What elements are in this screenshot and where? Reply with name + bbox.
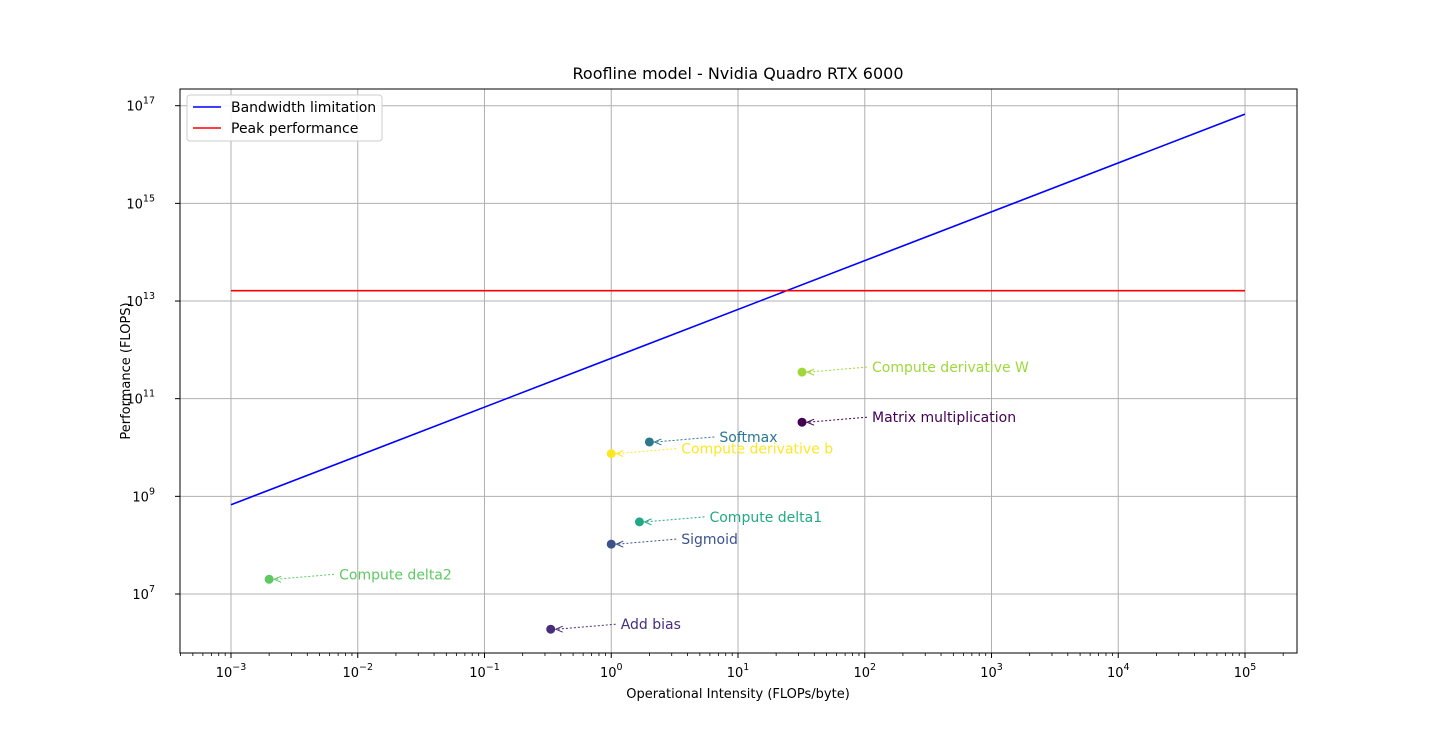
y-tick-label: 1013 — [126, 291, 155, 310]
annotation-arrowhead — [643, 518, 652, 526]
y-tick-label: 1017 — [126, 96, 155, 115]
annotation-arrowhead — [272, 575, 282, 583]
annotation-arrow — [617, 448, 677, 455]
point-label: Compute derivative W — [872, 360, 1029, 376]
data-point — [264, 574, 274, 584]
data-point — [606, 449, 616, 459]
annotation-arrowhead — [653, 438, 662, 446]
point-label: Matrix multiplication — [872, 410, 1016, 426]
legend-label: Peak performance — [231, 121, 358, 137]
data-point — [634, 517, 644, 527]
y-tick-label: 109 — [132, 486, 155, 505]
data-point — [797, 367, 807, 377]
x-tick-label: 103 — [980, 662, 1003, 681]
x-tick-label: 10−1 — [469, 662, 500, 681]
annotation-arrowhead — [614, 540, 624, 548]
annotation-arrowhead — [805, 418, 815, 426]
annotation-arrowhead — [554, 625, 563, 633]
legend-box — [186, 94, 383, 142]
x-tick-label: 10−3 — [216, 662, 247, 681]
x-tick-label: 100 — [600, 662, 623, 681]
legend: Bandwidth limitation Peak performance — [186, 94, 383, 142]
data-point — [644, 437, 654, 447]
annotation-arrow — [617, 538, 677, 545]
y-axis-ticks: 107 109 1011 1013 1015 1017 — [126, 96, 180, 603]
annotation-arrow — [807, 366, 868, 373]
y-tick-label: 1011 — [126, 389, 155, 408]
y-axis-label: Performance (FLOPS) — [119, 302, 134, 439]
x-tick-label: 10−2 — [342, 662, 373, 681]
data-point — [546, 624, 556, 634]
annotation-arrow — [807, 416, 868, 423]
point-label: Compute delta2 — [339, 567, 452, 583]
y-tick-label: 1015 — [126, 193, 155, 212]
annotation-arrowhead — [614, 450, 624, 458]
chart-title: Roofline model - Nvidia Quadro RTX 6000 — [573, 64, 904, 83]
points-layer: Compute derivative W Matrix multiplicatio… — [264, 360, 1029, 634]
point-label: Softmax — [719, 430, 777, 446]
annotation-arrowhead — [805, 368, 815, 376]
annotation-arrow — [275, 573, 335, 580]
data-point — [797, 417, 807, 427]
data-point — [606, 539, 616, 549]
x-tick-label: 102 — [853, 662, 876, 681]
annotation-arrow — [645, 516, 705, 523]
series-line — [230, 113, 1246, 506]
x-tick-label: 101 — [727, 662, 750, 681]
y-tick-label: 107 — [132, 584, 155, 603]
x-tick-label: 104 — [1107, 662, 1130, 681]
x-tick-label: 105 — [1234, 662, 1257, 681]
x-axis-label: Operational Intensity (FLOPs/byte) — [626, 687, 850, 702]
grid-lines — [180, 89, 1297, 653]
point-label: Add bias — [621, 617, 681, 633]
series-layer — [230, 113, 1246, 506]
legend-label: Bandwidth limitation — [231, 100, 376, 116]
point-label: Compute delta1 — [709, 510, 822, 526]
point-label: Compute derivative b — [681, 442, 833, 458]
annotation-arrow — [655, 436, 715, 443]
annotation-arrow — [556, 623, 616, 630]
x-axis-ticks: 10−3 10−2 10−1 100 101 102 103 104 105 — [216, 653, 1257, 681]
point-label: Sigmoid — [681, 532, 738, 548]
